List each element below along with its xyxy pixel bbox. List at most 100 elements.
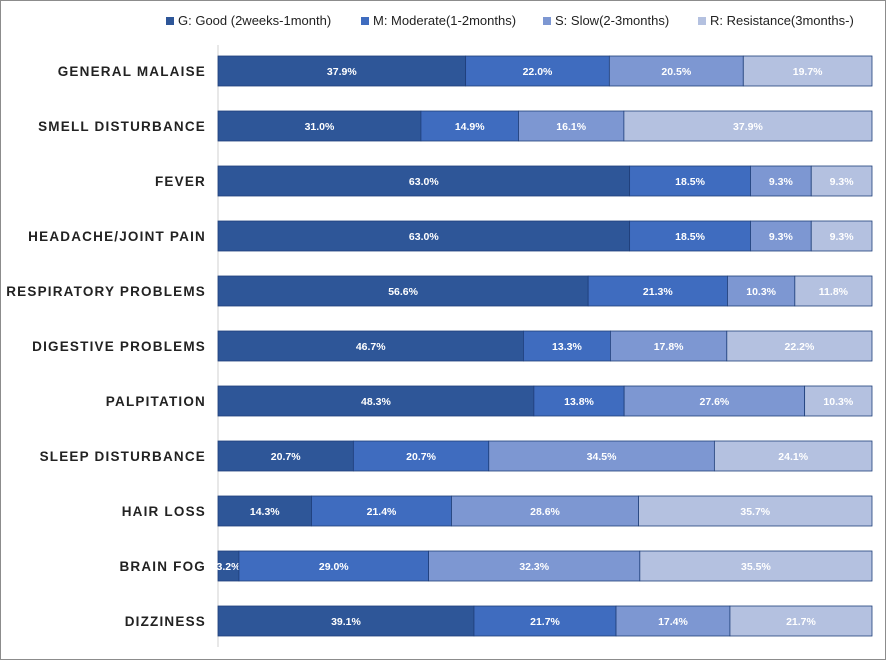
value-label: 37.9% <box>327 66 357 78</box>
value-label: 9.3% <box>769 176 794 188</box>
value-label: 63.0% <box>409 231 439 243</box>
category-label: HAIR LOSS <box>122 504 206 519</box>
bar-segment-4 <box>623 110 873 142</box>
bar-segment-1 <box>217 495 312 527</box>
bar-segment-4 <box>713 440 873 472</box>
value-label: 34.5% <box>587 451 617 463</box>
bar-segment-2 <box>311 495 452 527</box>
value-label: 29.0% <box>319 561 349 573</box>
value-label: 21.4% <box>367 506 397 518</box>
value-label: 27.6% <box>699 396 729 408</box>
category-label: PALPITATION <box>106 394 206 409</box>
bar-row: HEADACHE/JOINT PAIN 63.0% 18.5% 9.3% 9.3% <box>28 220 873 252</box>
bar-segment-2 <box>465 55 610 87</box>
value-label: 21.3% <box>643 286 673 298</box>
category-label: FEVER <box>155 174 206 189</box>
bar-segment-3 <box>608 55 744 87</box>
bar-segment-2 <box>420 110 519 142</box>
bar-row: BRAIN FOG 3.2% 29.0% 32.3% 35.5% <box>119 550 873 582</box>
value-label: 10.3% <box>823 396 853 408</box>
bar-segment-4 <box>804 385 873 417</box>
value-label: 20.7% <box>271 451 301 463</box>
bar-segment-1 <box>217 385 535 417</box>
bar-segment-1 <box>217 440 354 472</box>
value-label: 22.0% <box>523 66 553 78</box>
value-label: 63.0% <box>409 176 439 188</box>
value-label: 11.8% <box>819 286 849 298</box>
legend-swatch-4 <box>698 17 706 25</box>
bar-row: HAIR LOSS 14.3% 21.4% 28.6% 35.7% <box>122 495 873 527</box>
value-label: 20.7% <box>406 451 436 463</box>
bar-row: FEVER 63.0% 18.5% 9.3% 9.3% <box>155 165 873 197</box>
value-label: 18.5% <box>675 231 705 243</box>
bar-segment-2 <box>629 165 751 197</box>
value-label: 46.7% <box>356 341 386 353</box>
bar-segment-2 <box>533 385 625 417</box>
bar-segment-3 <box>750 165 812 197</box>
bar-row: SLEEP DISTURBANCE 20.7% 20.7% 34.5% 24.1% <box>40 440 873 472</box>
bar-segment-2 <box>473 605 617 637</box>
bar-segment-4 <box>729 605 873 637</box>
value-label: 21.7% <box>530 616 560 628</box>
value-label: 31.0% <box>305 121 335 133</box>
bar-row: SMELL DISTURBANCE 31.0% 14.9% 16.1% 37.9% <box>38 110 873 142</box>
category-label: SLEEP DISTURBANCE <box>40 449 206 464</box>
bar-segment-4 <box>742 55 873 87</box>
bar-segment-4 <box>726 330 873 362</box>
value-label: 13.8% <box>564 396 594 408</box>
bar-segment-3 <box>428 550 641 582</box>
bar-segment-1 <box>217 165 631 197</box>
bar-segment-3 <box>488 440 715 472</box>
bar-segment-3 <box>727 275 796 307</box>
bar-segment-4 <box>810 220 873 252</box>
bar-segment-2 <box>629 220 751 252</box>
bar-segment-2 <box>238 550 429 582</box>
legend-swatch-1 <box>166 17 174 25</box>
value-label: 14.9% <box>455 121 485 133</box>
legend-label-4: R: Resistance(3months-) <box>710 13 854 28</box>
legend-swatch-3 <box>543 17 551 25</box>
bar-segment-3 <box>750 220 812 252</box>
bar-segment-2 <box>587 275 728 307</box>
value-label: 22.2% <box>785 341 815 353</box>
category-label: RESPIRATORY PROBLEMS <box>6 284 206 299</box>
bar-segment-3 <box>610 330 728 362</box>
value-label: 10.3% <box>746 286 776 298</box>
value-label: 28.6% <box>530 506 560 518</box>
category-label: HEADACHE/JOINT PAIN <box>28 229 206 244</box>
bar-row: GENERAL MALAISE 37.9% 22.0% 20.5% 19.7% <box>58 55 873 87</box>
bar-segment-1 <box>217 275 589 307</box>
category-label: DIGESTIVE PROBLEMS <box>32 339 206 354</box>
bar-row: DIGESTIVE PROBLEMS 46.7% 13.3% 17.8% 22.2% <box>32 330 873 362</box>
value-label: 18.5% <box>675 176 705 188</box>
value-label: 16.1% <box>556 121 586 133</box>
value-label: 20.5% <box>661 66 691 78</box>
bar-segment-1 <box>217 330 524 362</box>
value-label: 17.4% <box>658 616 688 628</box>
bar-segment-3 <box>623 385 806 417</box>
category-label: GENERAL MALAISE <box>58 64 206 79</box>
bar-segment-3 <box>451 495 639 527</box>
legend-label-1: G: Good (2weeks-1month) <box>178 13 331 28</box>
bar-row: PALPITATION 48.3% 13.8% 27.6% 10.3% <box>106 385 873 417</box>
value-label: 37.9% <box>733 121 763 133</box>
category-label: DIZZINESS <box>125 614 206 629</box>
value-label: 32.3% <box>519 561 549 573</box>
value-label: 35.5% <box>741 561 771 573</box>
value-label: 56.6% <box>388 286 418 298</box>
value-label: 48.3% <box>361 396 391 408</box>
bar-segment-4 <box>639 550 873 582</box>
value-label: 21.7% <box>786 616 816 628</box>
bar-row: RESPIRATORY PROBLEMS 56.6% 21.3% 10.3% 11.8% <box>6 275 873 307</box>
value-label: 39.1% <box>331 616 361 628</box>
value-label: 3.2% <box>216 561 241 573</box>
bar-segment-4 <box>810 165 873 197</box>
legend-label-2: M: Moderate(1-2months) <box>373 13 516 28</box>
bar-segment-2 <box>352 440 490 472</box>
bar-segment-1 <box>217 605 475 637</box>
bar-segment-3 <box>615 605 731 637</box>
value-label: 35.7% <box>740 506 770 518</box>
legend-swatch-2 <box>361 17 369 25</box>
value-label: 13.3% <box>552 341 582 353</box>
